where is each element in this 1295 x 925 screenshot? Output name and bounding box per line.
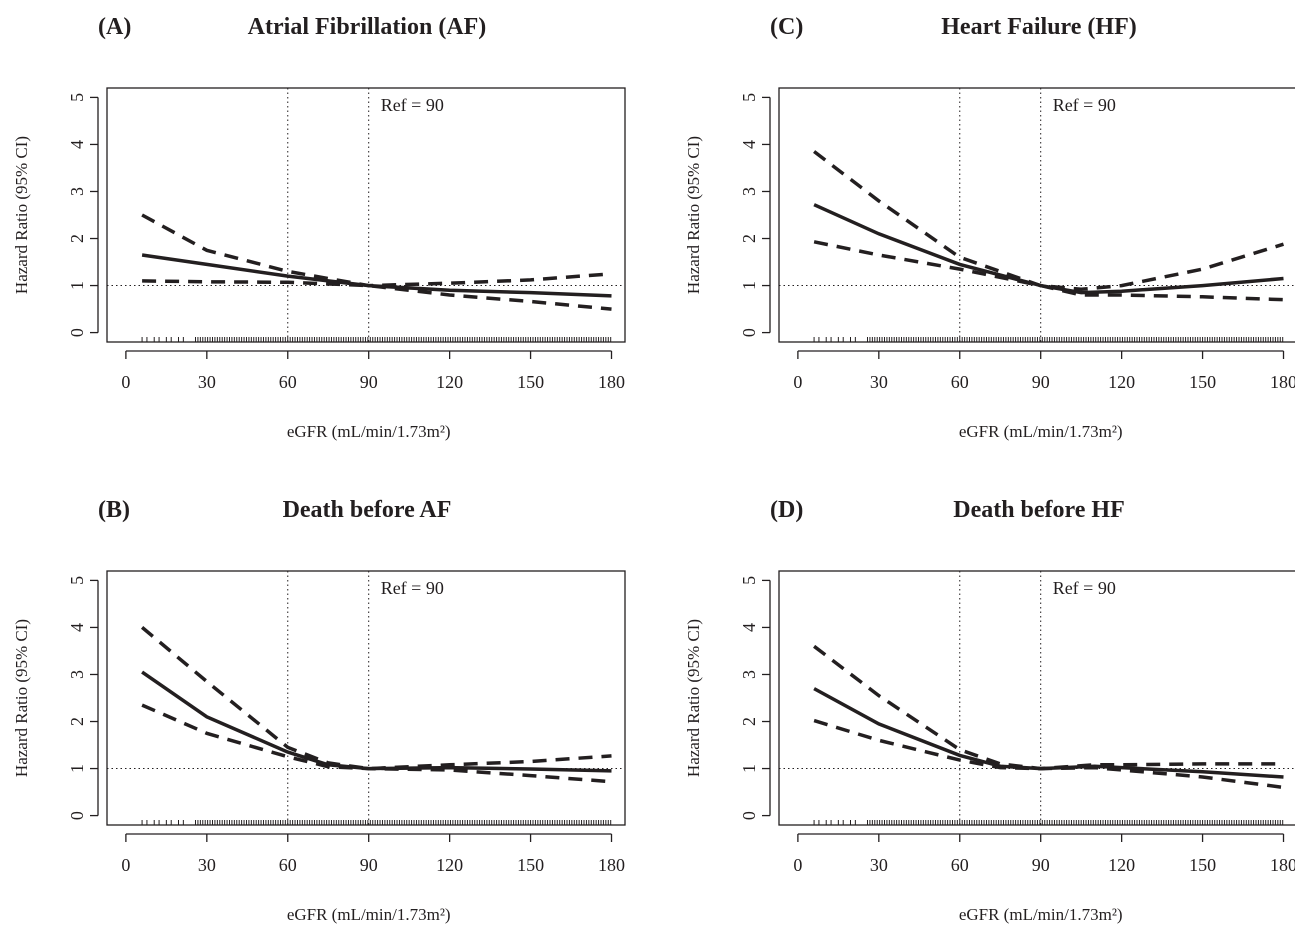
y-axis-label: Hazard Ratio (95% CI) [12, 619, 31, 777]
y-tick-label: 3 [739, 670, 759, 679]
chart-title: Heart Failure (HF) [941, 14, 1137, 40]
panel-letter: (A) [98, 14, 131, 40]
y-tick-label: 3 [739, 187, 759, 196]
y-tick-label: 0 [67, 328, 87, 337]
reference-label: Ref = 90 [1053, 95, 1116, 115]
x-tick-label: 60 [279, 372, 297, 392]
x-tick-label: 60 [951, 372, 969, 392]
rug-marks [141, 337, 612, 342]
x-tick-label: 0 [121, 372, 130, 392]
rug-marks [813, 820, 1284, 825]
ci-lower-line [813, 240, 1284, 302]
x-axis-label: eGFR (mL/min/1.73m²) [959, 422, 1123, 441]
panel-letter: (C) [770, 14, 803, 40]
y-axis-label: Hazard Ratio (95% CI) [684, 136, 703, 294]
y-tick-label: 2 [67, 234, 87, 243]
x-tick-label: 180 [598, 855, 625, 875]
chart-panel: (B) Death before AF Ref = 90 0 1 2 3 4 5 Hazard R… [12, 497, 626, 924]
y-tick-label: 0 [67, 811, 87, 820]
y-tick-label: 4 [739, 623, 759, 632]
y-tick-label: 4 [67, 623, 87, 632]
ci-upper-line [813, 644, 1284, 771]
y-axis-label: Hazard Ratio (95% CI) [684, 619, 703, 777]
y-tick-label: 1 [739, 764, 759, 773]
ci-lower-line [813, 718, 1284, 790]
x-axis-label: eGFR (mL/min/1.73m²) [959, 905, 1123, 924]
x-tick-label: 150 [1189, 855, 1216, 875]
x-tick-label: 120 [1108, 372, 1135, 392]
x-tick-label: 120 [436, 372, 463, 392]
ci-upper-line [813, 150, 1285, 292]
x-tick-label: 180 [1270, 372, 1295, 392]
y-axis-label: Hazard Ratio (95% CI) [12, 136, 31, 294]
rug-marks [813, 337, 1284, 342]
plot-frame [778, 570, 1295, 826]
y-tick-label: 5 [739, 93, 759, 102]
reference-label: Ref = 90 [381, 95, 444, 115]
y-tick-label: 5 [67, 576, 87, 585]
y-tick-label: 0 [739, 328, 759, 337]
x-tick-label: 30 [870, 855, 888, 875]
y-tick-label: 5 [739, 576, 759, 585]
y-tick-label: 5 [67, 93, 87, 102]
x-tick-label: 90 [1032, 372, 1050, 392]
ci-lower-line [142, 279, 612, 311]
x-tick-label: 30 [198, 855, 216, 875]
panel-letter: (B) [98, 497, 130, 523]
x-tick-label: 150 [517, 372, 544, 392]
x-tick-label: 150 [1189, 372, 1216, 392]
chart-title: Death before AF [283, 497, 452, 523]
x-axis-label: eGFR (mL/min/1.73m²) [287, 422, 451, 441]
y-tick-label: 1 [67, 281, 87, 290]
y-tick-label: 4 [67, 140, 87, 149]
ci-lower-line [141, 703, 612, 784]
x-tick-label: 0 [793, 855, 802, 875]
chart-panel: (A) Atrial Fibrillation (AF) Ref = 90 0 1 2 3 4… [12, 14, 626, 441]
x-tick-label: 150 [517, 855, 544, 875]
x-tick-label: 90 [1032, 855, 1050, 875]
plot-frame [106, 87, 626, 343]
plot-frame [778, 87, 1295, 343]
x-axis-label: eGFR (mL/min/1.73m²) [287, 905, 451, 924]
ci-upper-line [140, 626, 612, 771]
ci-upper-line [141, 213, 612, 288]
x-tick-label: 0 [121, 855, 130, 875]
chart-title: Death before HF [953, 497, 1125, 523]
chart-panel: (D) Death before HF Ref = 90 0 1 2 3 4 5 Hazard R… [684, 497, 1295, 924]
x-tick-label: 0 [793, 372, 802, 392]
hazard-ratio-line [141, 253, 612, 298]
y-tick-label: 3 [67, 670, 87, 679]
x-tick-label: 90 [360, 855, 378, 875]
hazard-ratio-line [813, 687, 1284, 779]
reference-label: Ref = 90 [381, 578, 444, 598]
x-tick-label: 60 [279, 855, 297, 875]
x-tick-label: 180 [598, 372, 625, 392]
y-tick-label: 4 [739, 140, 759, 149]
x-tick-label: 30 [870, 372, 888, 392]
y-tick-label: 2 [67, 717, 87, 726]
x-tick-label: 30 [198, 372, 216, 392]
x-tick-label: 90 [360, 372, 378, 392]
y-tick-label: 1 [739, 281, 759, 290]
y-tick-label: 1 [67, 764, 87, 773]
y-tick-label: 2 [739, 717, 759, 726]
plot-frame [106, 570, 626, 826]
x-tick-label: 120 [1108, 855, 1135, 875]
chart-panel: (C) Heart Failure (HF) Ref = 90 0 1 2 3 4 5 Hazar… [684, 14, 1295, 441]
chart-title: Atrial Fibrillation (AF) [248, 14, 487, 40]
panel-letter: (D) [770, 497, 803, 523]
x-tick-label: 60 [951, 855, 969, 875]
y-tick-label: 0 [739, 811, 759, 820]
y-tick-label: 2 [739, 234, 759, 243]
reference-label: Ref = 90 [1053, 578, 1116, 598]
x-tick-label: 120 [436, 855, 463, 875]
hazard-ratio-line [813, 203, 1284, 295]
rug-marks [141, 820, 612, 825]
x-tick-label: 180 [1270, 855, 1295, 875]
y-tick-label: 3 [67, 187, 87, 196]
